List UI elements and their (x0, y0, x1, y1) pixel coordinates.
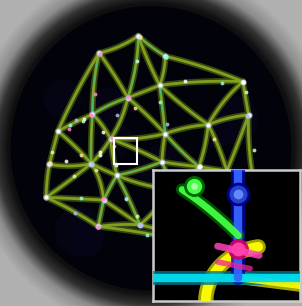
Circle shape (8, 3, 294, 293)
Circle shape (4, 0, 298, 297)
Circle shape (70, 222, 103, 256)
Circle shape (201, 114, 234, 147)
Circle shape (1, 0, 301, 300)
Circle shape (6, 2, 296, 295)
Circle shape (5, 1, 297, 296)
Circle shape (89, 88, 126, 126)
Circle shape (55, 207, 103, 256)
Circle shape (8, 4, 294, 293)
Circle shape (101, 124, 132, 156)
Circle shape (211, 96, 258, 144)
Circle shape (1, 0, 301, 301)
Circle shape (2, 0, 300, 299)
Circle shape (137, 145, 183, 192)
Circle shape (44, 80, 82, 118)
Circle shape (3, 0, 299, 298)
Circle shape (2, 0, 300, 300)
Bar (114, 138, 137, 165)
Circle shape (7, 2, 295, 294)
Circle shape (5, 0, 297, 297)
Circle shape (6, 1, 296, 296)
Circle shape (11, 7, 291, 290)
